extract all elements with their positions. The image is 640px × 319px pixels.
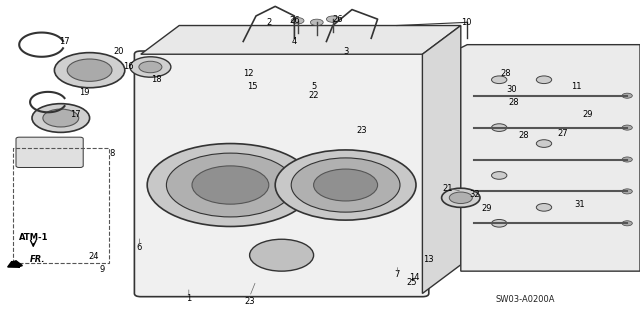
Circle shape bbox=[43, 109, 79, 127]
Circle shape bbox=[492, 76, 507, 84]
Text: 30: 30 bbox=[507, 85, 517, 94]
Circle shape bbox=[147, 144, 314, 226]
Circle shape bbox=[536, 140, 552, 147]
Text: 15: 15 bbox=[248, 82, 258, 91]
Circle shape bbox=[442, 188, 480, 207]
Circle shape bbox=[310, 19, 323, 26]
Text: SW03-A0200A: SW03-A0200A bbox=[495, 295, 554, 304]
Circle shape bbox=[291, 18, 304, 24]
Text: 2: 2 bbox=[266, 18, 271, 27]
FancyArrow shape bbox=[8, 261, 22, 267]
Text: 31: 31 bbox=[574, 200, 584, 209]
Text: 28: 28 bbox=[508, 98, 518, 107]
FancyBboxPatch shape bbox=[134, 51, 429, 297]
Bar bbox=[13, 148, 109, 263]
Text: 20: 20 bbox=[113, 47, 124, 56]
Circle shape bbox=[622, 157, 632, 162]
Circle shape bbox=[536, 204, 552, 211]
Text: 1: 1 bbox=[186, 294, 191, 303]
Circle shape bbox=[192, 166, 269, 204]
Circle shape bbox=[326, 16, 339, 22]
Circle shape bbox=[314, 169, 378, 201]
Circle shape bbox=[622, 125, 632, 130]
Circle shape bbox=[449, 192, 472, 204]
Text: 28: 28 bbox=[500, 69, 511, 78]
Circle shape bbox=[492, 124, 507, 131]
Text: 22: 22 bbox=[308, 91, 319, 100]
Text: 10: 10 bbox=[461, 18, 471, 27]
Text: 17: 17 bbox=[59, 37, 69, 46]
Text: 25: 25 bbox=[406, 278, 417, 287]
Text: 16: 16 bbox=[123, 63, 133, 71]
Text: 17: 17 bbox=[70, 110, 81, 119]
Circle shape bbox=[130, 57, 171, 77]
Text: 29: 29 bbox=[582, 110, 593, 119]
Text: 26: 26 bbox=[289, 16, 300, 25]
Circle shape bbox=[492, 172, 507, 179]
Text: 28: 28 bbox=[518, 131, 529, 140]
Polygon shape bbox=[422, 26, 461, 293]
Text: FR.: FR. bbox=[29, 256, 45, 264]
Circle shape bbox=[250, 239, 314, 271]
Text: 32: 32 bbox=[470, 190, 480, 199]
Text: 12: 12 bbox=[243, 69, 253, 78]
Circle shape bbox=[622, 221, 632, 226]
Circle shape bbox=[67, 59, 112, 81]
Text: ATM-1: ATM-1 bbox=[19, 233, 48, 242]
Text: 29: 29 bbox=[481, 204, 492, 213]
Text: 23: 23 bbox=[356, 126, 367, 135]
Circle shape bbox=[622, 189, 632, 194]
FancyBboxPatch shape bbox=[16, 137, 83, 167]
Circle shape bbox=[492, 219, 507, 227]
Text: 13: 13 bbox=[424, 256, 434, 264]
Circle shape bbox=[536, 76, 552, 84]
Text: 3: 3 bbox=[343, 47, 348, 56]
Text: 7: 7 bbox=[394, 270, 399, 279]
Text: 21: 21 bbox=[443, 184, 453, 193]
Text: 11: 11 bbox=[571, 82, 581, 91]
Text: 9: 9 bbox=[100, 265, 105, 274]
Text: 26: 26 bbox=[332, 15, 342, 24]
Text: 6: 6 bbox=[137, 243, 142, 252]
Text: 19: 19 bbox=[79, 88, 90, 97]
Circle shape bbox=[32, 104, 90, 132]
Circle shape bbox=[54, 53, 125, 88]
Text: 18: 18 bbox=[152, 75, 162, 84]
Polygon shape bbox=[461, 45, 640, 271]
Circle shape bbox=[275, 150, 416, 220]
Circle shape bbox=[166, 153, 294, 217]
Polygon shape bbox=[141, 26, 461, 54]
Circle shape bbox=[139, 61, 162, 73]
Text: 27: 27 bbox=[558, 130, 568, 138]
Text: 24: 24 bbox=[89, 252, 99, 261]
Circle shape bbox=[291, 158, 400, 212]
Text: 4: 4 bbox=[292, 37, 297, 46]
Text: 14: 14 bbox=[410, 273, 420, 282]
Text: 5: 5 bbox=[311, 82, 316, 91]
Circle shape bbox=[622, 93, 632, 98]
Text: 23: 23 bbox=[244, 297, 255, 306]
Text: 8: 8 bbox=[109, 149, 115, 158]
